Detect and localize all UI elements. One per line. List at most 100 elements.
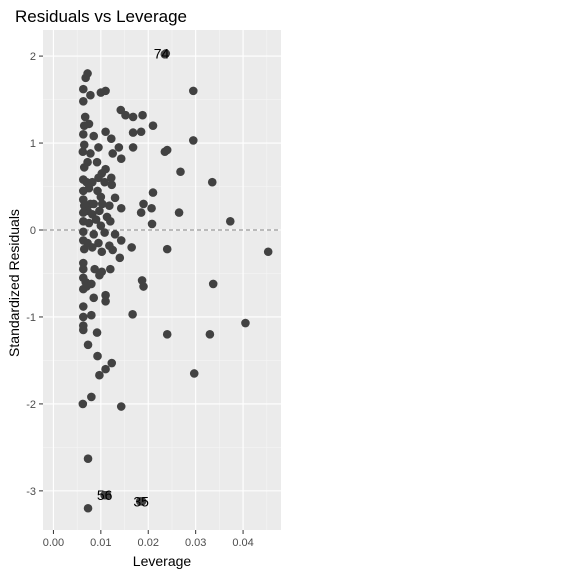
data-point — [80, 112, 90, 122]
data-point — [78, 302, 88, 311]
data-point — [136, 127, 146, 137]
data-point — [89, 293, 99, 303]
data-point — [105, 201, 114, 210]
data-point — [101, 364, 110, 374]
y-tick-label: 0 — [30, 225, 36, 237]
data-point — [162, 145, 172, 155]
y-axis-label: Standardized Residuals — [6, 209, 22, 357]
data-point — [87, 392, 96, 402]
data-point — [128, 143, 138, 152]
data-point — [205, 330, 215, 339]
data-point — [86, 149, 95, 158]
y-tick-label: -1 — [26, 312, 36, 324]
data-point — [94, 173, 103, 183]
data-point — [147, 203, 156, 213]
data-point — [84, 218, 94, 228]
data-point — [108, 245, 117, 255]
data-point — [107, 180, 117, 190]
data-point — [127, 243, 136, 252]
data-point — [94, 143, 103, 152]
x-tick-label: 0.02 — [138, 537, 159, 549]
data-point — [95, 206, 104, 216]
plot-panel — [43, 30, 281, 530]
data-point — [79, 163, 89, 172]
data-point — [93, 351, 102, 361]
data-point — [78, 264, 88, 274]
data-point — [160, 50, 170, 59]
data-point — [128, 112, 138, 122]
data-point — [106, 217, 115, 226]
data-point — [97, 247, 107, 257]
data-point — [208, 279, 218, 289]
data-point — [147, 219, 157, 229]
data-point — [90, 264, 99, 274]
data-point — [115, 253, 125, 263]
data-point — [116, 402, 126, 411]
data-point — [138, 110, 147, 120]
data-point — [89, 199, 99, 209]
data-point — [78, 186, 88, 196]
data-point — [86, 90, 95, 100]
data-point — [106, 264, 115, 274]
data-point — [121, 110, 130, 120]
data-point — [207, 177, 217, 187]
data-point — [78, 325, 88, 335]
data-point — [241, 318, 250, 328]
data-point — [128, 310, 137, 319]
point-label: 56 — [97, 487, 113, 503]
data-point — [89, 131, 99, 141]
y-tick-label: 2 — [30, 51, 36, 63]
point-labels: 74 56 35 — [97, 45, 170, 509]
data-point — [106, 134, 116, 143]
data-point — [95, 270, 104, 280]
point-label: 74 — [154, 45, 170, 61]
data-point — [100, 228, 109, 237]
data-point — [101, 297, 110, 306]
x-axis-label: Leverage — [133, 553, 192, 569]
data-point — [83, 503, 93, 513]
data-point — [176, 167, 185, 177]
data-point — [174, 208, 184, 217]
data-point — [78, 130, 88, 139]
data-point — [162, 330, 172, 339]
data-point — [78, 147, 88, 157]
data-point — [92, 328, 102, 337]
data-point — [79, 121, 89, 130]
data-point — [135, 497, 145, 506]
panel-background — [43, 30, 281, 530]
data-point — [82, 282, 91, 291]
data-point — [225, 217, 235, 226]
data-point — [92, 157, 102, 167]
data-point — [81, 73, 90, 83]
data-point — [94, 238, 103, 248]
data-point — [79, 244, 89, 254]
data-point — [96, 221, 106, 230]
data-point — [101, 86, 110, 96]
data-point — [263, 247, 273, 257]
chart-title: Residuals vs Leverage — [15, 7, 187, 26]
data-point — [116, 154, 126, 163]
data-point — [188, 86, 198, 96]
data-point — [162, 244, 172, 254]
x-tick-label: 0.00 — [43, 537, 64, 549]
data-point — [106, 173, 116, 183]
data-point — [91, 215, 101, 224]
data-point — [83, 340, 93, 350]
y-tick-label: 1 — [30, 138, 36, 150]
data-point — [78, 227, 88, 237]
point-label: 35 — [133, 493, 149, 509]
data-point — [101, 127, 110, 137]
data-point — [79, 140, 89, 150]
data-point — [78, 84, 88, 94]
data-point — [139, 282, 148, 291]
data-point — [78, 399, 88, 409]
data-point — [188, 136, 198, 145]
x-tick-label: 0.03 — [185, 537, 206, 549]
y-tick-label: -2 — [26, 399, 36, 411]
data-point — [88, 243, 97, 252]
x-tick-label: 0.04 — [232, 537, 253, 549]
data-point — [139, 199, 148, 209]
data-point — [96, 192, 106, 202]
data-point — [78, 208, 88, 217]
data-point — [78, 97, 88, 106]
